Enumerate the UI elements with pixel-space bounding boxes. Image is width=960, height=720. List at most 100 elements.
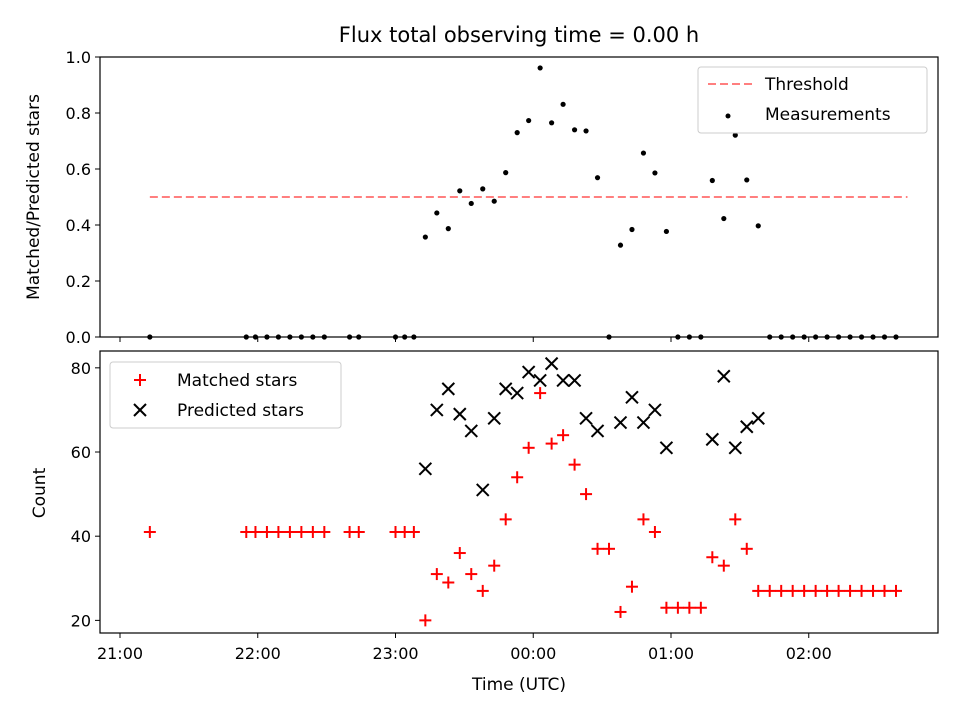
legend-matched-swatch: [134, 374, 146, 386]
matched-star-point: [683, 601, 696, 614]
predicted-star-point: [740, 420, 754, 434]
chart-title: Flux total observing time = 0.00 h: [339, 23, 699, 47]
measurement-point: [583, 128, 589, 134]
measurement-point: [491, 198, 497, 204]
measurement-point: [445, 226, 451, 232]
matched-star-point: [637, 513, 650, 526]
predicted-star-point: [648, 403, 662, 417]
top-y-tick-label: 1.0: [66, 48, 91, 67]
predicted-star-point: [625, 390, 639, 405]
matched-star-point: [283, 525, 296, 538]
matched-star-point: [488, 559, 501, 572]
bottom-marks: [143, 356, 902, 627]
measurement-point: [560, 101, 566, 107]
matched-star-point: [832, 584, 845, 597]
predicted-star-point: [567, 373, 582, 388]
measurement-point: [744, 177, 750, 183]
bottom-y-tick-label: 40: [71, 527, 91, 546]
legend-predicted-swatch: [133, 403, 147, 417]
matched-star-point: [706, 551, 719, 564]
measurement-point: [549, 120, 555, 126]
measurement-point: [594, 175, 601, 181]
measurement-point: [640, 150, 647, 156]
measurement-point: [434, 210, 440, 216]
matched-star-point: [453, 547, 466, 560]
matched-star-point: [798, 584, 811, 597]
top-y-tick-label: 0.0: [66, 328, 91, 347]
matched-star-point: [430, 568, 443, 581]
bottom-y-tick-label: 60: [71, 443, 91, 462]
matched-star-point: [249, 525, 262, 538]
measurement-point: [514, 130, 520, 136]
predicted-star-point: [510, 386, 524, 400]
predicted-star-point: [464, 424, 478, 438]
bottom-axes-frame: [99, 350, 939, 634]
measurement-point: [652, 170, 658, 176]
predicted-star-point: [430, 403, 444, 417]
matched-star-point: [295, 525, 308, 538]
top-y-axis-label: Matched/Predicted stars: [24, 94, 44, 300]
matched-star-point: [844, 584, 857, 597]
matched-star-point: [752, 584, 765, 597]
matched-star-point: [614, 605, 627, 618]
matched-star-point: [407, 525, 420, 538]
matched-star-point: [740, 542, 753, 555]
measurement-point: [617, 242, 624, 248]
matched-star-point: [591, 542, 604, 555]
matched-star-point: [534, 387, 547, 400]
matched-star-point: [419, 614, 432, 627]
predicted-star-point: [453, 407, 467, 421]
matched-star-point: [786, 584, 799, 597]
bottom-x-tick-label: 23:00: [372, 644, 418, 663]
matched-star-point: [511, 471, 524, 484]
predicted-star-point: [556, 373, 570, 388]
matched-star-point: [763, 584, 776, 597]
bottom-y-tick-label: 80: [71, 359, 91, 378]
matched-star-point: [889, 584, 902, 597]
top-x-ticks: [119, 337, 810, 342]
bottom-legend-box: [109, 361, 342, 429]
measurement-point: [755, 223, 761, 229]
matched-star-point: [878, 584, 891, 597]
top-y-tick-label: 0.8: [66, 104, 91, 123]
predicted-star-point: [728, 441, 742, 455]
legend-matched-label: Matched stars: [177, 371, 297, 391]
predicted-star-point: [717, 369, 731, 383]
measurement-point: [663, 228, 670, 235]
top-legend: Threshold Measurements: [697, 66, 928, 134]
predicted-star-point: [590, 424, 605, 438]
measurement-point: [503, 170, 509, 176]
bottom-x-tick-label: 22:00: [235, 644, 281, 663]
predicted-star-point: [441, 382, 456, 396]
predicted-star-point: [521, 365, 536, 379]
top-y-tick-label: 0.6: [66, 160, 91, 179]
predicted-star-point: [705, 432, 720, 447]
top-panel: 0.0 0.2 0.4 0.6 0.8 1.0 Matched/Predicted sta…: [24, 48, 939, 347]
matched-star-point: [318, 525, 331, 538]
predicted-star-point: [498, 382, 513, 396]
matched-star-point: [603, 542, 616, 555]
matched-star-point: [648, 525, 661, 538]
matched-star-point: [499, 513, 512, 526]
matched-star-point: [671, 601, 684, 614]
measurement-point: [457, 188, 463, 194]
top-y-ticks: 0.0 0.2 0.4 0.6 0.8 1.0: [66, 48, 100, 347]
predicted-star-point: [751, 411, 765, 426]
matched-star-point: [625, 580, 638, 593]
predicted-star-point: [544, 356, 559, 371]
matched-star-point: [568, 458, 581, 471]
matched-star-point: [352, 525, 365, 538]
matched-star-point: [660, 601, 673, 614]
measurement-point: [537, 65, 543, 71]
matched-star-point: [522, 441, 535, 454]
bottom-x-axis-label: Time (UTC): [471, 675, 566, 695]
matched-star-point: [729, 513, 742, 526]
predicted-star-point: [613, 415, 628, 430]
predicted-star-point: [533, 373, 547, 388]
legend-predicted-label: Predicted stars: [177, 401, 304, 421]
top-axes-frame: [99, 56, 939, 338]
matched-star-point: [476, 584, 489, 597]
measurement-point: [468, 200, 474, 207]
